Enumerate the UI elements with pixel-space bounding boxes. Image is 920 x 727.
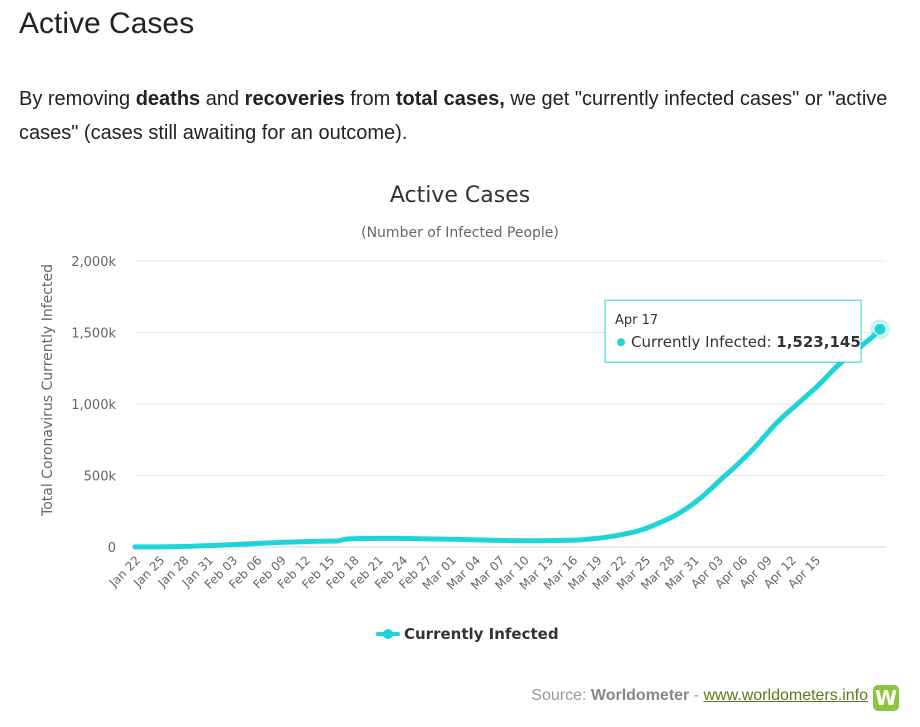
source-prefix: Source: xyxy=(531,687,591,704)
tooltip: Apr 17 Currently Infected: 1,523,145 xyxy=(604,299,862,363)
data-point-apr-17 xyxy=(873,322,887,336)
y-tick-labels: 0 500k 1,000k 1,500k 2,000k xyxy=(71,255,116,556)
tooltip-value: 1,523,145 xyxy=(776,333,860,351)
y-tick-label: 2,000k xyxy=(71,255,116,270)
y-tick-label: 1,500k xyxy=(71,327,116,342)
intro-text-1: By removing xyxy=(19,88,136,110)
series-layer xyxy=(132,319,890,550)
legend[interactable]: Currently Infected xyxy=(376,625,559,643)
source-name: Worldometer xyxy=(590,687,690,704)
legend-dot-marker xyxy=(383,629,393,639)
chart-title: Active Cases xyxy=(390,183,530,208)
intro-bold-total-cases: total cases, xyxy=(395,88,505,110)
tooltip-series-dot xyxy=(617,338,625,347)
y-axis-label: Total Coronavirus Currently Infected xyxy=(40,264,56,517)
intro-bold-deaths: deaths xyxy=(135,88,201,110)
gridlines xyxy=(135,260,886,548)
intro-bold-recoveries: recoveries xyxy=(244,88,345,110)
intro-text-2: and xyxy=(200,88,245,110)
tooltip-date: Apr 17 xyxy=(615,313,658,328)
source-link[interactable]: www.worldometers.info xyxy=(703,687,869,704)
tooltip-colon: : xyxy=(766,333,776,351)
y-tick-label: 500k xyxy=(84,470,117,485)
tooltip-series-name: Currently Infected xyxy=(631,333,766,351)
tooltip-label-text: Currently Infected: 1,523,145 xyxy=(631,333,861,351)
source-separator: - xyxy=(689,687,704,704)
intro-paragraph: By removing deaths and recoveries from t… xyxy=(19,82,899,150)
tooltip-box xyxy=(604,299,862,363)
active-cases-chart: Active Cases (Number of Infected People)… xyxy=(40,183,890,643)
series-line-currently-infected xyxy=(132,326,883,550)
y-tick-label: 0 xyxy=(108,541,116,556)
page-title: Active Cases xyxy=(19,7,195,40)
intro-text-3: from xyxy=(344,88,396,110)
y-tick-label: 1,000k xyxy=(71,398,116,413)
intro-text-4: we get "currently infected cases" or "ac… xyxy=(19,88,888,144)
source-credit: Source: Worldometer - www.worldometers.i… xyxy=(531,687,868,705)
chart-subtitle: (Number of Infected People) xyxy=(361,225,559,241)
worldometer-logo: W xyxy=(873,685,899,711)
legend-item-currently-infected[interactable]: Currently Infected xyxy=(404,625,559,643)
